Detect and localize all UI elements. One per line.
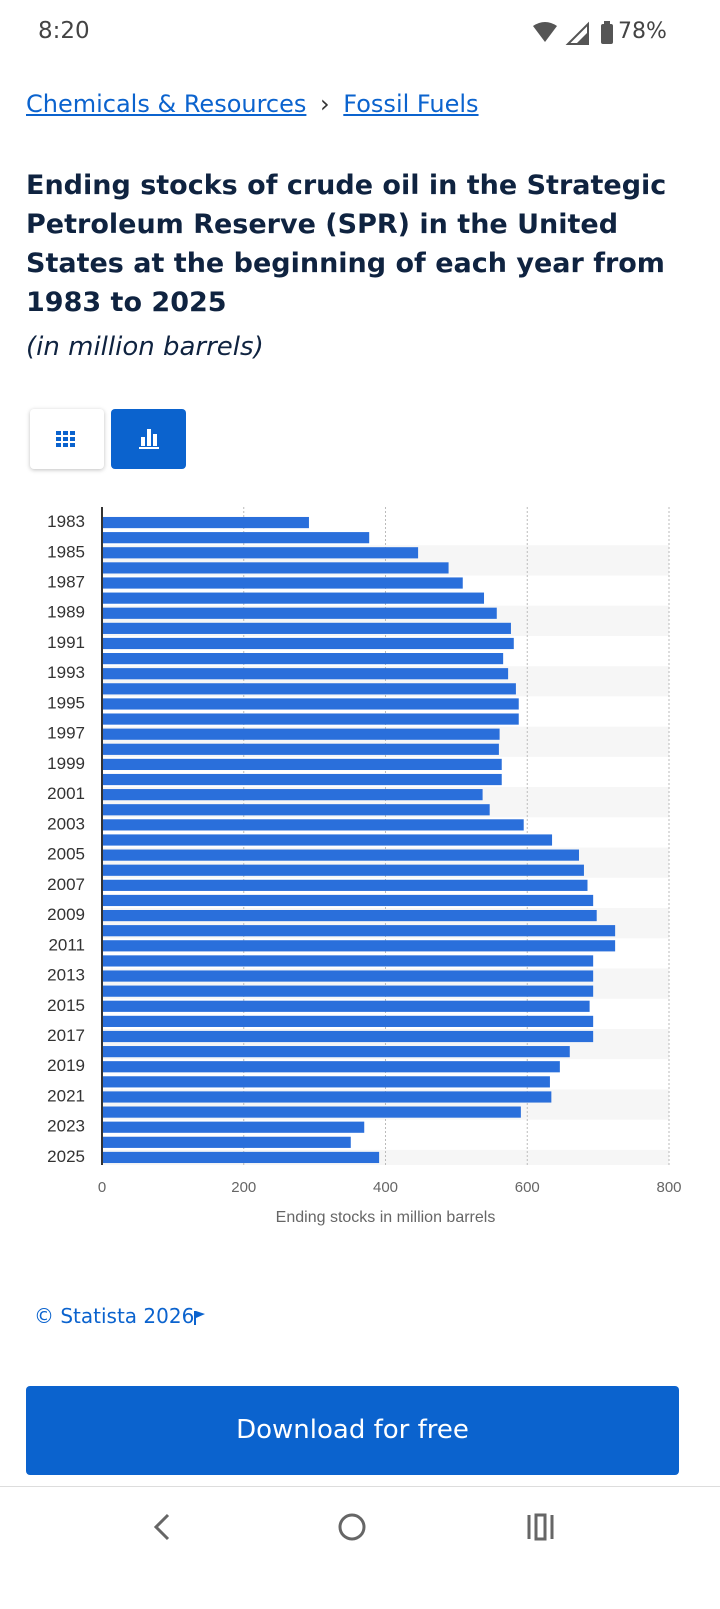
flag-icon[interactable] bbox=[192, 1309, 208, 1327]
bar bbox=[102, 970, 594, 982]
bar bbox=[102, 955, 594, 967]
bar bbox=[102, 743, 499, 755]
bar bbox=[102, 1076, 550, 1088]
y-tick-label: 2025 bbox=[47, 1147, 85, 1166]
breadcrumbs: Chemicals & Resources › Fossil Fuels bbox=[26, 90, 479, 118]
bar bbox=[102, 789, 483, 801]
breadcrumb-separator: › bbox=[320, 90, 330, 118]
y-tick-label: 1983 bbox=[47, 512, 85, 531]
bar bbox=[102, 1136, 351, 1148]
bar bbox=[102, 773, 502, 786]
bar bbox=[102, 698, 519, 710]
bar bbox=[102, 728, 500, 740]
bar bbox=[102, 925, 616, 937]
bar bbox=[102, 1106, 521, 1118]
x-tick-label: 0 bbox=[98, 1179, 106, 1196]
bar bbox=[102, 894, 594, 907]
y-tick-label: 1989 bbox=[47, 603, 85, 622]
y-tick-label: 2013 bbox=[47, 966, 85, 985]
bar bbox=[102, 758, 502, 771]
download-button[interactable]: Download for free bbox=[26, 1386, 679, 1475]
bar bbox=[102, 909, 597, 922]
y-tick-label: 2007 bbox=[47, 875, 85, 894]
x-tick-label: 800 bbox=[656, 1179, 681, 1196]
bar bbox=[102, 1046, 570, 1058]
chart: 0 200 400 600 800 Ending stocks in million ba… bbox=[47, 507, 682, 1226]
y-tick-label: 1993 bbox=[47, 663, 85, 682]
x-axis-title: Ending stocks in million barrels bbox=[276, 1209, 496, 1226]
bar bbox=[102, 834, 553, 846]
x-tick-label: 600 bbox=[515, 1179, 540, 1196]
back-button[interactable] bbox=[153, 1513, 170, 1541]
y-tick-label: 2015 bbox=[47, 996, 85, 1015]
bar bbox=[102, 1000, 590, 1012]
bar bbox=[102, 1061, 560, 1073]
status-icons bbox=[533, 21, 613, 45]
table-view-button[interactable] bbox=[30, 409, 104, 469]
bar bbox=[102, 1151, 380, 1164]
bar bbox=[102, 637, 514, 650]
y-tick-label: 2003 bbox=[47, 814, 85, 833]
breadcrumb-link[interactable]: Fossil Fuels bbox=[343, 90, 479, 118]
credit[interactable]: © Statista 2026 bbox=[34, 1304, 195, 1328]
chart-icon bbox=[139, 429, 159, 449]
y-tick-label: 2009 bbox=[47, 905, 85, 924]
recents-button[interactable] bbox=[527, 1513, 554, 1541]
bar bbox=[102, 562, 449, 574]
bar bbox=[102, 592, 485, 604]
bar bbox=[102, 1121, 365, 1133]
subtitle: (in million barrels) bbox=[26, 332, 264, 362]
y-tick-label: 1997 bbox=[47, 724, 85, 743]
title: Ending stocks of crude oil in the Strate… bbox=[26, 170, 667, 318]
chart-view-button[interactable] bbox=[111, 409, 186, 469]
bar bbox=[102, 683, 516, 695]
status-time: 8:20 bbox=[38, 18, 90, 44]
bar bbox=[102, 1015, 594, 1027]
y-tick-label: 2017 bbox=[47, 1026, 85, 1045]
table-icon bbox=[56, 431, 75, 447]
y-tick-label: 2021 bbox=[47, 1086, 85, 1105]
bar bbox=[102, 849, 579, 861]
bar bbox=[102, 547, 419, 559]
y-tick-label: 1985 bbox=[47, 542, 85, 561]
bar bbox=[102, 940, 616, 952]
x-tick-label: 200 bbox=[231, 1179, 256, 1196]
y-tick-label: 1999 bbox=[47, 754, 85, 773]
bar bbox=[102, 577, 463, 589]
y-tick-label: 2019 bbox=[47, 1056, 85, 1075]
y-tick-label: 1995 bbox=[47, 693, 85, 712]
y-tick-label: 2023 bbox=[47, 1117, 85, 1136]
bar bbox=[102, 607, 497, 619]
y-tick-label: 2001 bbox=[47, 784, 85, 803]
x-tick-label: 400 bbox=[373, 1179, 398, 1196]
bar bbox=[102, 804, 490, 816]
breadcrumb-link[interactable]: Chemicals & Resources bbox=[26, 90, 307, 118]
bar bbox=[102, 622, 511, 634]
y-tick-label: 2011 bbox=[48, 935, 85, 954]
bar bbox=[102, 532, 370, 544]
bar bbox=[102, 1030, 594, 1043]
y-tick-label: 1991 bbox=[47, 633, 85, 652]
bar bbox=[102, 653, 504, 665]
nav-bar bbox=[0, 1486, 720, 1605]
y-tick-label: 2005 bbox=[47, 845, 85, 864]
battery-level: 78% bbox=[618, 19, 667, 44]
bar bbox=[102, 1091, 552, 1103]
bar bbox=[102, 985, 594, 997]
nav-icons bbox=[153, 1513, 554, 1541]
home-button[interactable] bbox=[338, 1513, 366, 1541]
bar bbox=[102, 516, 309, 529]
y-tick-label: 1987 bbox=[47, 573, 85, 592]
bar bbox=[102, 713, 519, 725]
bar bbox=[102, 668, 509, 680]
bar bbox=[102, 879, 588, 891]
bar bbox=[102, 819, 524, 831]
bar bbox=[102, 864, 584, 876]
